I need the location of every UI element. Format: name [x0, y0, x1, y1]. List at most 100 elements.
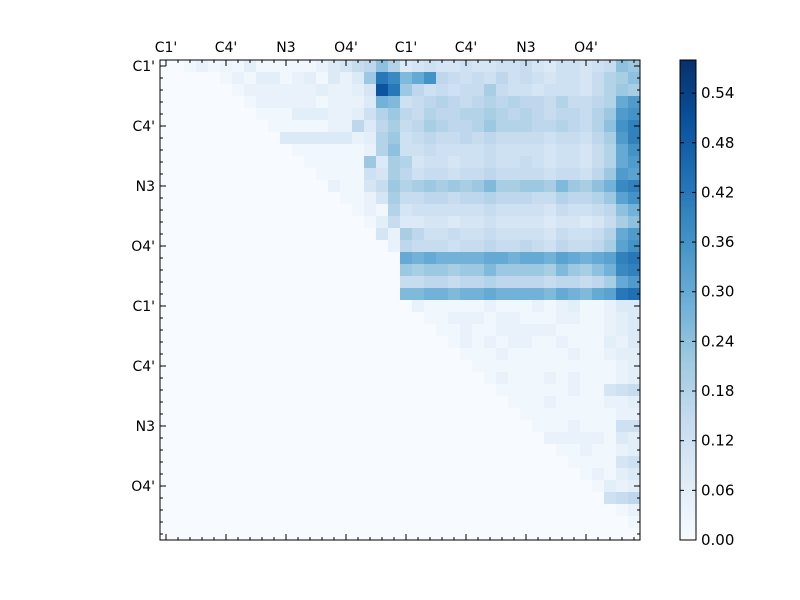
heatmap-cell [388, 336, 401, 349]
heatmap-cell [316, 132, 329, 145]
heatmap-cell [244, 84, 257, 97]
heatmap-cell [628, 84, 641, 97]
heatmap-cell [508, 120, 521, 133]
heatmap-cell [412, 252, 425, 265]
heatmap-cell [544, 72, 557, 85]
heatmap-cell [460, 252, 473, 265]
heatmap-cell [616, 192, 629, 205]
heatmap-cell [304, 180, 317, 193]
colorbar-tick-label: 0.36 [701, 233, 734, 251]
heatmap-cell [388, 216, 401, 229]
heatmap-cell [268, 444, 281, 457]
heatmap-cell [268, 252, 281, 265]
heatmap-cell [208, 96, 221, 109]
heatmap-cell [376, 288, 389, 301]
heatmap-cell [628, 396, 641, 409]
heatmap-cell [388, 504, 401, 517]
heatmap-cell [412, 300, 425, 313]
heatmap-cell [460, 396, 473, 409]
heatmap-cell [316, 120, 329, 133]
heatmap-cell [532, 480, 545, 493]
heatmap-cell [520, 228, 533, 241]
heatmap-cell [184, 72, 197, 85]
heatmap-cell [220, 264, 233, 277]
heatmap-cell [280, 480, 293, 493]
heatmap-cell [544, 228, 557, 241]
heatmap-cell [352, 408, 365, 421]
heatmap-cell [580, 132, 593, 145]
heatmap-cell [208, 468, 221, 481]
heatmap-cell [304, 144, 317, 157]
heatmap-cell [580, 276, 593, 289]
heatmap-cell [400, 444, 413, 457]
heatmap-cell [448, 108, 461, 121]
heatmap-cell [592, 348, 605, 361]
heatmap-cell [472, 180, 485, 193]
heatmap-cell [292, 432, 305, 445]
heatmap-cell [220, 360, 233, 373]
x-tick-label: C4' [455, 40, 478, 56]
heatmap-cell [400, 60, 413, 73]
heatmap-cell [616, 444, 629, 457]
heatmap-cell [436, 120, 449, 133]
heatmap-cell [208, 444, 221, 457]
heatmap-cell [328, 180, 341, 193]
heatmap-cell [556, 312, 569, 325]
heatmap-cell [568, 144, 581, 157]
heatmap-cell [160, 72, 173, 85]
heatmap-cell [628, 504, 641, 517]
heatmap-cell [376, 396, 389, 409]
heatmap-cell [292, 444, 305, 457]
heatmap-cell [340, 372, 353, 385]
heatmap-cell [304, 120, 317, 133]
heatmap-cell [388, 300, 401, 313]
heatmap-cell [544, 96, 557, 109]
heatmap-cell [508, 144, 521, 157]
heatmap-cell [280, 132, 293, 145]
heatmap-cell [268, 120, 281, 133]
heatmap-cell [472, 456, 485, 469]
heatmap-cell [484, 372, 497, 385]
heatmap-cell [304, 276, 317, 289]
heatmap-cell [544, 408, 557, 421]
heatmap-cell [472, 84, 485, 97]
heatmap-cell [400, 204, 413, 217]
heatmap-cell [592, 240, 605, 253]
heatmap-cell [460, 84, 473, 97]
heatmap-cell [616, 384, 629, 397]
heatmap-cell [172, 204, 185, 217]
heatmap-cell [316, 444, 329, 457]
heatmap-cell [340, 300, 353, 313]
heatmap-cell [256, 468, 269, 481]
heatmap-cell [484, 72, 497, 85]
heatmap-cell [436, 456, 449, 469]
heatmap-cell [316, 276, 329, 289]
heatmap-cell [280, 456, 293, 469]
heatmap-cell [328, 336, 341, 349]
heatmap-cell [184, 336, 197, 349]
heatmap-cell [532, 456, 545, 469]
heatmap-cell [520, 420, 533, 433]
heatmap-cell [352, 144, 365, 157]
heatmap-cell [172, 396, 185, 409]
heatmap-cell [412, 444, 425, 457]
heatmap-cell [472, 324, 485, 337]
heatmap-cell [340, 192, 353, 205]
heatmap-cell [496, 432, 509, 445]
heatmap-cell [256, 480, 269, 493]
heatmap-cell [388, 456, 401, 469]
heatmap-cell [220, 216, 233, 229]
heatmap-cell [400, 312, 413, 325]
heatmap-cell [400, 192, 413, 205]
heatmap-cell [316, 456, 329, 469]
heatmap-cell [436, 228, 449, 241]
heatmap-cell [448, 324, 461, 337]
heatmap-cell [616, 216, 629, 229]
heatmap-cell [316, 420, 329, 433]
heatmap-cell [208, 288, 221, 301]
heatmap-cell [424, 300, 437, 313]
heatmap-cell [544, 276, 557, 289]
heatmap-cell [376, 264, 389, 277]
heatmap-cell [316, 504, 329, 517]
heatmap-cell [340, 60, 353, 73]
